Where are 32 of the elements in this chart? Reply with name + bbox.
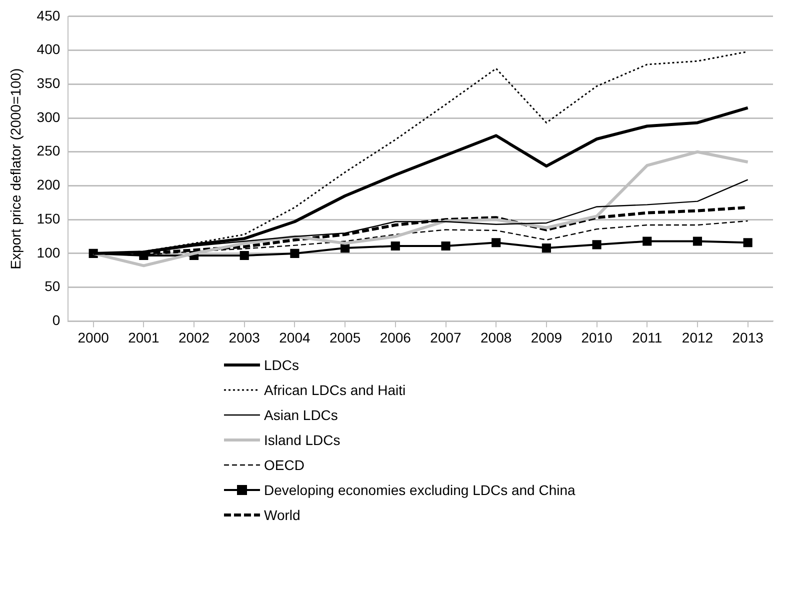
x-tick-label: 2009 [530, 329, 562, 346]
y-tick-label: 250 [36, 142, 60, 159]
x-tick-label: 2005 [329, 329, 361, 346]
x-tick-label: 2004 [279, 329, 310, 346]
y-tick-label: 100 [36, 244, 60, 260]
legend-label: LDCs [264, 356, 300, 372]
y-tick-label: 400 [36, 41, 60, 58]
y-tick-label: 350 [36, 74, 60, 91]
legend-label: Asian LDCs [264, 406, 338, 422]
x-tick-label: 2007 [430, 329, 462, 346]
y-tick-label: 150 [36, 210, 60, 226]
legend-label: Island LDCs [264, 432, 340, 448]
x-tick-label: 2001 [128, 329, 160, 346]
x-tick-label: 2008 [480, 329, 512, 346]
x-tick-label: 2000 [78, 329, 110, 346]
y-tick-label: 300 [36, 108, 60, 125]
y-tick-label: 50 [44, 278, 60, 294]
x-tick-label: 2003 [228, 329, 260, 346]
x-tick-label: 2010 [581, 329, 613, 346]
y-tick-label: 450 [36, 7, 60, 24]
legend-label: African LDCs and Haiti [264, 382, 406, 398]
legend-label: World [264, 506, 300, 522]
x-tick-label: 2002 [178, 329, 210, 346]
x-tick-label: 2013 [732, 329, 764, 346]
y-tick-label: 0 [52, 312, 60, 328]
y-axis-title: Export price deflator (2000=100) [7, 68, 24, 270]
legend-label: Developing economies excluding LDCs and China [264, 482, 576, 498]
x-tick-label: 2012 [682, 329, 714, 346]
legend-label: OECD [264, 456, 304, 472]
y-tick-label: 200 [36, 176, 60, 193]
x-tick-label: 2011 [632, 329, 662, 346]
x-tick-label: 2006 [380, 329, 412, 346]
